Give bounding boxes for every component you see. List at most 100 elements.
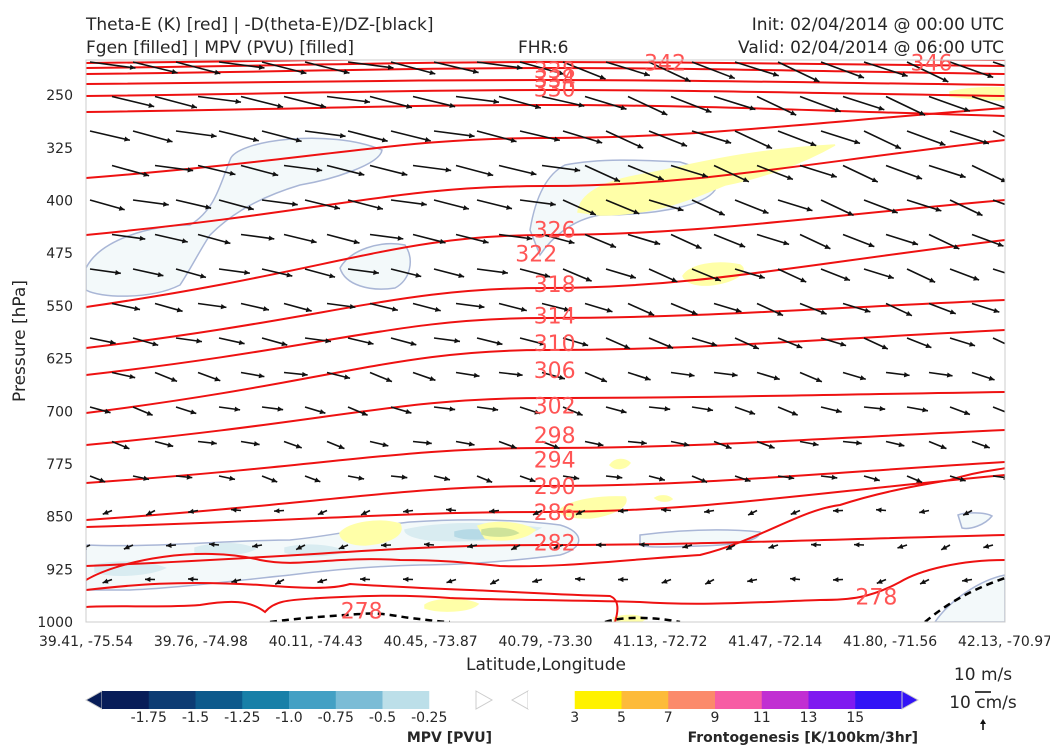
wind-vector [928,164,966,179]
wind-vector-head [878,105,885,111]
wind-vector-head [231,578,238,584]
fgen-colorbar-extend-high [901,690,920,710]
wind-vector [455,233,489,244]
wind-vector-head [166,542,172,548]
wind-vector-head [268,235,275,241]
wind-vector-head [901,71,908,77]
forecast-hour: FHR:6 [518,38,569,58]
wind-vector [949,61,994,79]
wind-vector-head [253,441,260,447]
wind-vector-head [502,269,508,275]
theta-e-contours [86,60,1005,622]
wind-vector [562,130,603,144]
wind-vector-head [272,171,279,177]
wind-vector [734,61,779,77]
wind-vector [111,164,150,177]
wind-vector [498,95,542,109]
wind-vector-head [211,440,217,446]
wind-vector [885,164,923,180]
wind-vector [971,95,1005,109]
wind-vector-head [843,276,850,281]
contour-label-342: 342 [644,51,686,76]
wind-vector-head [701,172,708,178]
wind-vector [713,233,746,248]
mpv-area-right [639,512,1005,622]
mpv-colorbar-extend-high [475,690,494,710]
wind-vector-head [171,376,178,382]
wind-vector-head [942,77,949,82]
wind-vector-head [705,579,712,585]
wind-vector-head [467,543,474,549]
wind-vector-head [496,340,503,346]
wind-vector-head [373,269,379,275]
wind-vector [476,199,513,210]
wind-vector [605,61,651,77]
theta-e-contour-line [86,329,1005,414]
wind-vector-head [493,98,500,105]
mpv-colorbar-swatch [289,691,337,709]
wind-vector [756,164,794,181]
wind-vector-head [616,474,623,480]
wind-vector-head [671,277,678,282]
wind-vector-head [758,273,765,279]
wind-vector-head [364,98,371,105]
wind-vector-head [773,375,780,381]
wind-vector-head [940,444,947,450]
fgen-area-top-right [949,86,1005,101]
wind-vector [885,233,919,246]
wind-vector-head [735,307,742,313]
contour-label-330: 330 [534,78,576,103]
wind-vector [433,130,475,138]
wind-vector [455,95,500,104]
x-tick-label: 40.79, -73.30 [498,634,592,650]
x-tick-label: 42.13, -70.97 [958,634,1050,650]
wind-vector [197,233,231,245]
wind-vector-head [718,210,725,216]
wind-vector-head [445,167,452,173]
wind-vector-head [434,306,441,312]
fgen-area-low-core [481,527,520,537]
theta-e-contour-line [86,60,1005,64]
wind-vector-head [768,543,775,549]
wind-vector [992,406,1005,413]
wind-vector [906,130,946,146]
mpv-colorbar-tick: -1.75 [131,710,167,726]
contour-label-294: 294 [534,448,576,473]
contour-label-302: 302 [534,394,576,419]
wind-vector-head [511,544,518,550]
wind-vector-head [658,476,665,482]
wind-vector [648,199,684,212]
wind-vector-head [589,210,596,215]
wind-vector-head [200,273,206,279]
wind-vector-head [320,103,327,109]
wind-vector-head [983,443,990,449]
wind-vector-head [876,578,883,584]
wind-vector-head [834,107,841,113]
wind-vector-head [382,442,389,448]
wind-vector-head [905,311,912,316]
wind-vector-head [473,372,480,378]
wind-vector-head [681,141,688,147]
wind-vector [519,130,561,142]
wind-vector-head [749,409,756,415]
theta-e-contour-line [86,461,1005,521]
plot-frame [85,59,1006,623]
wind-vector-head [618,576,624,583]
wind-vector-head [281,341,288,347]
wind-vector-head [492,406,499,412]
wind-vector-head [840,341,847,347]
wind-vector [412,233,446,244]
wind-vector-head [387,64,394,70]
wind-vector-head [916,174,923,180]
wind-vector-head [429,69,436,75]
wind-vector-head [209,541,215,548]
wind-vector-head [766,143,773,149]
wind-vector [648,130,688,147]
wind-vector [906,199,942,212]
wind-vector-head [381,137,388,143]
wind-vector-head [790,509,797,515]
wind-vector [390,199,427,206]
wind-vector-head [274,508,280,514]
wind-vector-head [728,74,735,79]
wind-vector [799,164,837,178]
